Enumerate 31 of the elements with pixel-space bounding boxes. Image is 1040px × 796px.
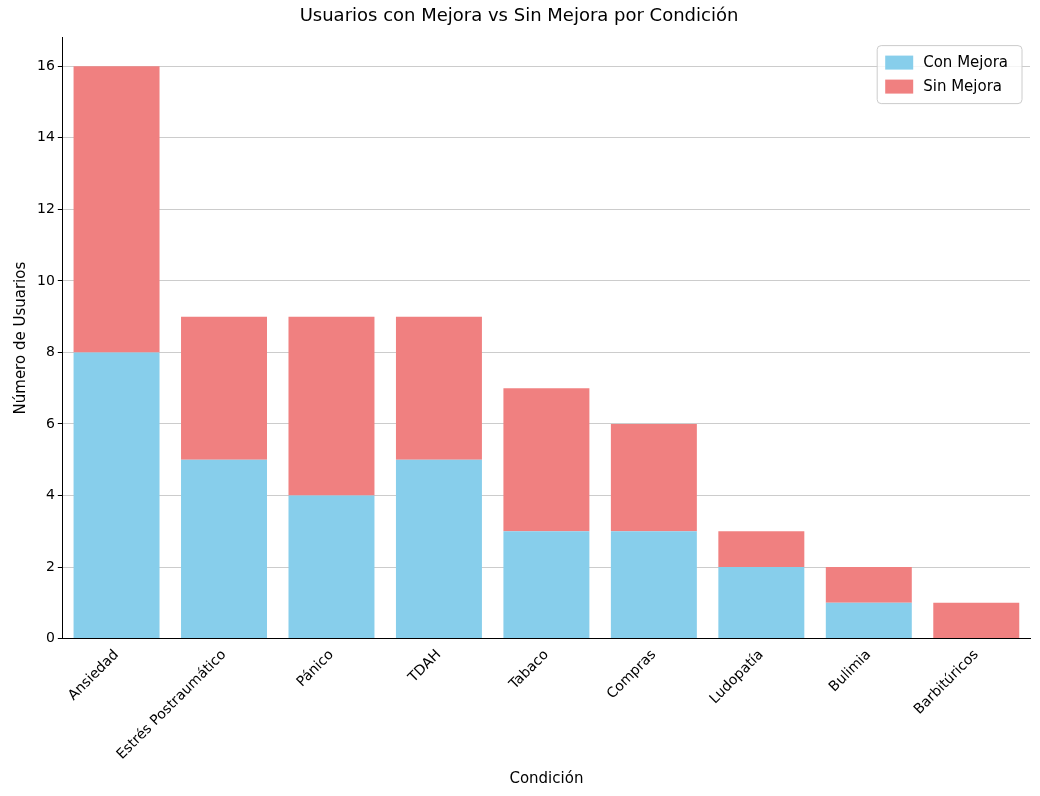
y-tick-label: 6 <box>45 414 55 431</box>
bar <box>825 602 912 639</box>
bar <box>395 316 482 460</box>
bar <box>181 316 267 460</box>
y-axis-title: Número de Usuarios <box>10 261 29 415</box>
bar <box>718 567 805 639</box>
bar <box>610 531 697 639</box>
bar <box>933 602 1020 639</box>
bar <box>718 531 805 568</box>
y-tick-label: 16 <box>36 56 55 73</box>
y-tick-label: 12 <box>36 199 55 216</box>
bar <box>825 567 912 603</box>
legend-label: Con Mejora <box>923 53 1009 72</box>
y-tick-label: 10 <box>36 271 55 288</box>
bar <box>503 388 590 532</box>
bar <box>288 495 375 639</box>
legend-label: Sin Mejora <box>923 77 1003 96</box>
bar <box>288 316 375 496</box>
x-axis-title: Condición <box>509 768 584 787</box>
y-tick-label: 2 <box>45 557 55 574</box>
bar <box>610 423 697 532</box>
bar <box>503 531 590 639</box>
bar <box>395 459 482 639</box>
bar <box>181 459 267 639</box>
chart-title: Usuarios con Mejora vs Sin Mejora por Condición <box>299 4 739 26</box>
bar <box>73 352 160 639</box>
y-tick-label: 0 <box>45 629 55 646</box>
y-tick-label: 8 <box>45 343 55 360</box>
y-tick-label: 14 <box>36 128 55 145</box>
bar <box>73 66 160 353</box>
y-tick-label: 4 <box>45 486 55 503</box>
